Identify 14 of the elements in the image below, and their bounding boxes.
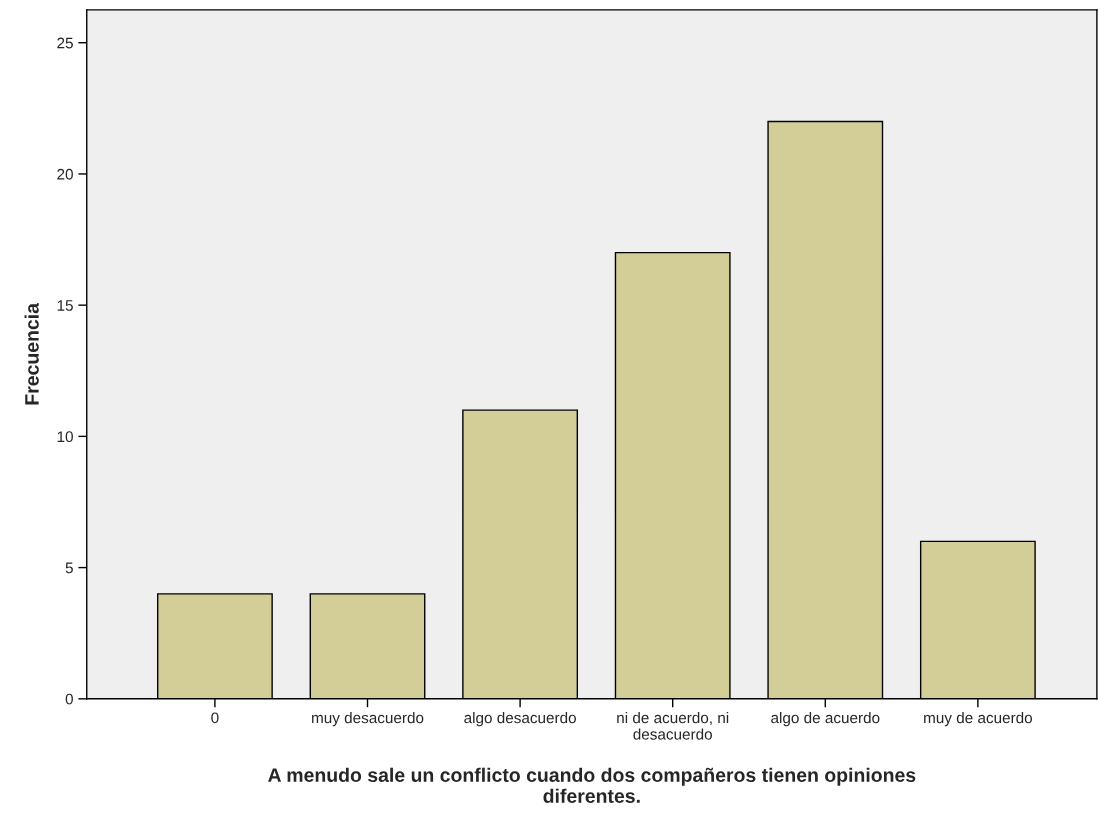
x-tick-label: algo desacuerdo <box>464 712 576 727</box>
y-tick-label: 15 <box>57 300 73 311</box>
y-tick-label: 5 <box>65 562 73 574</box>
x-tick-label: 0 <box>211 712 219 724</box>
y-tick-label: 10 <box>57 431 73 443</box>
y-tick-label: 20 <box>57 168 73 180</box>
y-tick-label: 0 <box>65 693 73 705</box>
x-tick-label: muy desacuerdo <box>312 712 424 727</box>
x-tick-label: muy de acuerdo <box>924 712 1033 727</box>
x-tick-label: algo de acuerdo <box>771 712 880 727</box>
x-tick-label: ni de acuerdo, ni desacuerdo <box>617 712 729 740</box>
y-axis-title: Frecuencia <box>24 302 39 405</box>
x-axis-title: A menudo sale un conflicto cuando dos compañeros tienen opiniones diferentes. <box>268 767 916 803</box>
y-tick-label: 25 <box>57 37 73 49</box>
